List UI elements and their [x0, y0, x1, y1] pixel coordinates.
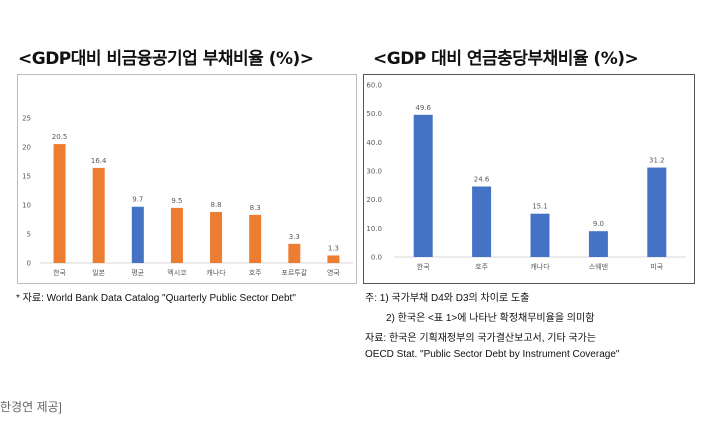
right-chart-data-label: 15.1 — [532, 203, 548, 211]
right-chart-y-tick-label: 60.0 — [366, 82, 382, 90]
right-chart-y-tick-label: 40.0 — [366, 139, 382, 147]
right-chart-bar — [530, 213, 550, 257]
right-chart-x-tick-label: 미국 — [650, 262, 663, 271]
right-chart-y-tick-label: 0.0 — [371, 254, 382, 262]
left-chart-bar — [131, 206, 144, 263]
left-chart-bar — [210, 211, 223, 263]
right-chart-y-tick-label: 10.0 — [366, 225, 382, 233]
right-chart-x-tick-label: 캐나다 — [530, 262, 550, 271]
right-chart-source-1: 자료: 한국은 기획재정부의 국가결산보고서, 기타 국가는 — [365, 333, 597, 344]
left-chart-source: * 자료: World Bank Data Catalog "Quarterly… — [16, 293, 296, 304]
right-chart-y-tick-label: 30.0 — [366, 168, 382, 176]
left-chart-y-tick-label: 25 — [22, 115, 31, 123]
right-chart-bar — [413, 114, 433, 258]
left-chart-y-tick-label: 20 — [22, 144, 31, 152]
left-chart-x-tick-label: 영국 — [327, 268, 340, 277]
left-chart-y-tick-label: 15 — [22, 173, 31, 181]
photo-credit: 한경연 제공] — [0, 400, 62, 414]
left-chart-bar — [327, 255, 340, 263]
left-chart-bar — [249, 214, 262, 263]
left-chart-data-label: 8.8 — [210, 201, 221, 209]
left-chart-data-label: 9.5 — [171, 197, 182, 205]
left-chart-data-label: 9.7 — [132, 196, 143, 204]
left-chart-bar — [53, 144, 66, 263]
right-chart-data-label: 31.2 — [649, 157, 665, 165]
left-chart-title: <GDP대비 비금융공기업 부채비율 (%)> — [18, 49, 314, 69]
right-chart-data-label: 49.6 — [415, 104, 431, 112]
right-chart-bar — [647, 167, 667, 257]
right-chart-x-tick-label: 스웨덴 — [589, 262, 608, 271]
left-chart-bar — [288, 243, 301, 263]
right-chart-note-1: 주: 1) 국가부채 D4와 D3의 차이로 도출 — [365, 293, 530, 304]
right-chart: 0.0 10.0 20.0 30.0 40.0 50.0 60.0 49.6 한국 24.6 호주 1… — [366, 82, 686, 271]
left-chart-data-label: 1.3 — [328, 244, 339, 252]
left-chart-data-label: 3.3 — [289, 233, 300, 241]
right-chart-y-tick-label: 20.0 — [366, 196, 382, 204]
left-chart-bar — [92, 167, 105, 263]
left-chart-y-tick-label: 5 — [27, 231, 31, 239]
left-chart-x-tick-label: 포르투갈 — [281, 269, 307, 277]
left-chart-data-label: 20.5 — [52, 133, 68, 141]
right-chart-x-tick-label: 호주 — [475, 263, 488, 271]
right-chart-source-2: OECD Stat. "Public Sector Debt by Instru… — [365, 349, 620, 360]
left-chart-x-tick-label: 캐나다 — [206, 268, 226, 277]
left-chart-bar — [170, 207, 183, 263]
right-chart-y-tick-label: 50.0 — [366, 110, 382, 118]
right-chart-x-tick-label: 한국 — [417, 263, 430, 271]
left-chart-y-tick-label: 0 — [27, 260, 31, 268]
right-chart-panel: 0.0 10.0 20.0 30.0 40.0 50.0 60.0 49.6 한국 24.6 호주 1… — [363, 74, 695, 284]
right-chart-bar — [472, 186, 492, 257]
right-chart-data-label: 9.0 — [593, 220, 604, 228]
right-chart-title: <GDP 대비 연금충당부채비율 (%)> — [373, 49, 639, 69]
left-chart-x-tick-label: 멕시코 — [167, 268, 187, 277]
left-chart-data-label: 16.4 — [91, 157, 107, 165]
left-chart-y-tick-label: 10 — [22, 202, 31, 210]
left-chart-panel: 0 5 10 15 20 25 20.5 한국 16.4 일본 9.7 평균 9.5 멕시코 8.8 캐나다 8… — [17, 74, 357, 284]
left-chart-x-tick-label: 일본 — [92, 268, 105, 277]
right-chart-data-label: 24.6 — [474, 175, 490, 183]
left-chart-x-tick-label: 호주 — [249, 269, 262, 277]
right-chart-note-2: 2) 한국은 <표 1>에 나타난 확정채무비율을 의미함 — [386, 313, 595, 324]
left-chart-x-tick-label: 한국 — [53, 269, 66, 277]
left-chart-data-label: 8.3 — [250, 204, 261, 212]
left-chart: 0 5 10 15 20 25 20.5 한국 16.4 일본 9.7 평균 9.5 멕시코 8.8 캐나다 8… — [22, 115, 353, 277]
right-chart-bar — [588, 231, 608, 257]
left-chart-x-tick-label: 평균 — [131, 268, 144, 277]
